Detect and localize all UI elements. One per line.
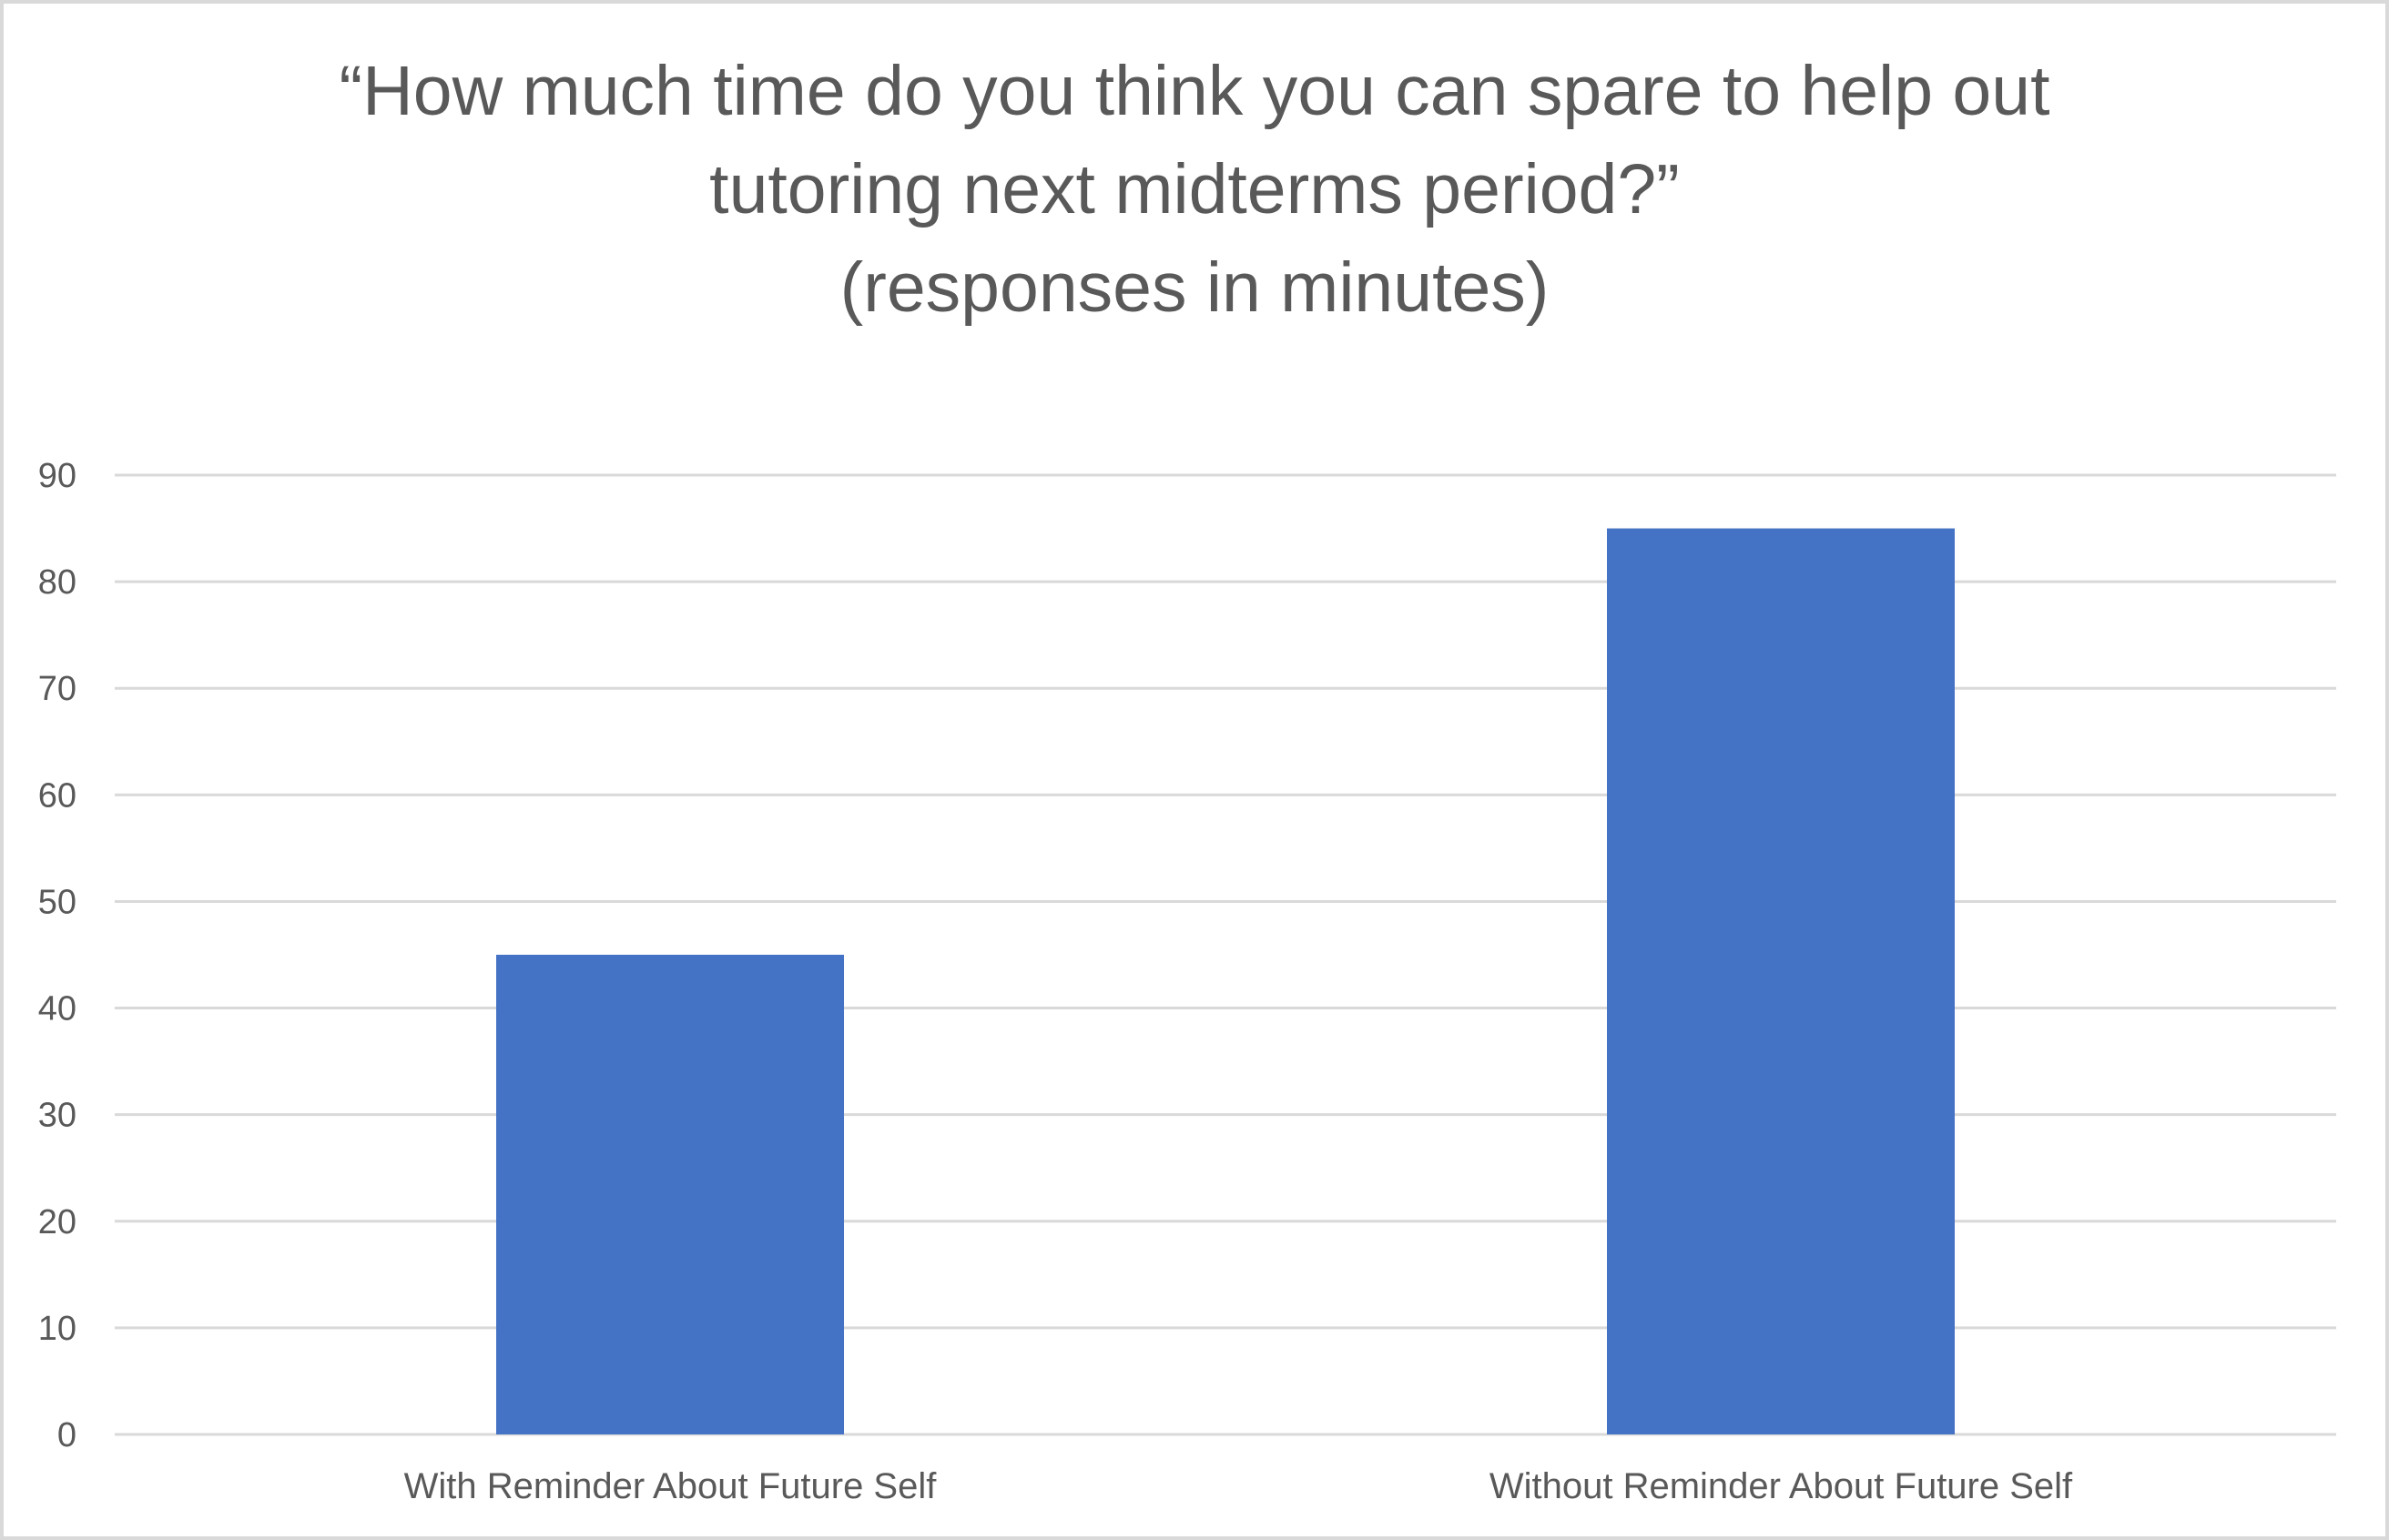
bar-1 bbox=[496, 955, 844, 1434]
chart-title: “How much time do you think you can spar… bbox=[340, 52, 2050, 327]
chart-title-line-1: “How much time do you think you can spar… bbox=[340, 52, 2050, 130]
bars bbox=[496, 528, 1955, 1434]
y-tick-label-40: 40 bbox=[38, 990, 76, 1028]
y-tick-label-10: 10 bbox=[38, 1310, 76, 1348]
y-axis-tick-labels: 0 10 20 30 40 50 60 70 80 90 bbox=[38, 457, 76, 1454]
bar-2 bbox=[1607, 528, 1955, 1434]
y-tick-label-80: 80 bbox=[38, 563, 76, 602]
y-tick-label-20: 20 bbox=[38, 1203, 76, 1241]
x-axis-category-labels: With Reminder About Future Self Without R… bbox=[404, 1466, 2073, 1506]
x-category-label-2: Without Reminder About Future Self bbox=[1489, 1466, 2073, 1506]
x-category-label-1: With Reminder About Future Self bbox=[404, 1466, 938, 1506]
y-tick-label-50: 50 bbox=[38, 883, 76, 921]
y-tick-label-90: 90 bbox=[38, 457, 76, 495]
chart-subtitle: (responses in minutes) bbox=[840, 248, 1550, 327]
y-tick-label-70: 70 bbox=[38, 670, 76, 708]
y-tick-label-60: 60 bbox=[38, 776, 76, 815]
y-tick-label-30: 30 bbox=[38, 1097, 76, 1135]
chart-title-line-2: tutoring next midterms period?” bbox=[709, 150, 1680, 228]
y-tick-label-0: 0 bbox=[57, 1416, 76, 1454]
gridlines bbox=[115, 473, 2336, 1436]
